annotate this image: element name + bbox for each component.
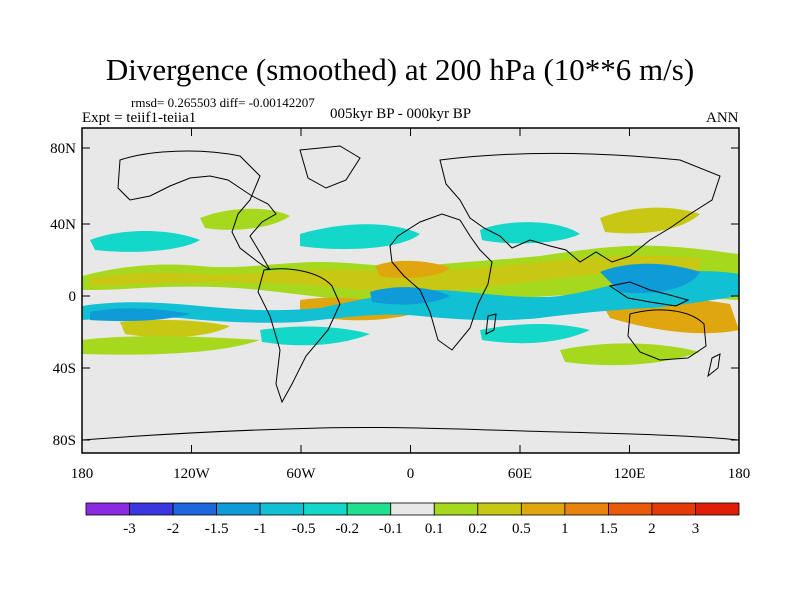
orange-patch-1: [375, 260, 450, 278]
colorbar-label: -0.5: [292, 521, 316, 537]
colorbar-swatch: [346, 502, 392, 516]
colorbar-label: 0.5: [512, 521, 531, 537]
colorbar-swatch: [564, 502, 609, 516]
cyan-north-pacific: [90, 231, 200, 252]
colorbar-label: 3: [692, 521, 700, 537]
colorbar-swatch: [303, 502, 348, 516]
colorbar-swatch: [129, 502, 174, 516]
colorbar-swatch: [520, 502, 566, 516]
coastline-europe-africa: [389, 213, 493, 351]
coastlines: [82, 145, 739, 441]
coastline-new-zealand: [707, 353, 721, 378]
cyan-north-atlantic: [300, 224, 420, 250]
lat-tick-label: 80S: [53, 433, 76, 449]
chart-title: Divergence (smoothed) at 200 hPa (10**6 …: [105, 52, 695, 87]
experiment-label: Expt = teiif1-teiia1: [82, 110, 197, 126]
colorbar-label: -1.5: [205, 521, 229, 537]
coastline-north-america: [117, 150, 277, 271]
lon-tick-label: 0: [407, 466, 415, 482]
colorbar-swatch: [433, 502, 479, 516]
colorbar-label: 0.2: [468, 521, 487, 537]
coastline-australia: [627, 309, 707, 361]
lat-tick-label: 80N: [50, 141, 76, 157]
lon-tick-label: 60E: [508, 466, 532, 482]
colorbar-label: 1: [561, 521, 569, 537]
orange-patch-3: [120, 319, 230, 338]
coastline-south-america: [257, 268, 341, 404]
lat-tick-label: 40S: [53, 361, 76, 377]
stats-label: rmsd= 0.265503 diff= -0.00142207: [131, 95, 315, 110]
colorbar-swatch: [216, 502, 261, 516]
colorbar-label: 0.1: [425, 521, 444, 537]
cyan-south-atlantic: [260, 326, 370, 346]
colorbar-label: 1.5: [599, 521, 618, 537]
colorbar-swatch: [651, 502, 696, 516]
lat-tick-label: 40N: [50, 217, 76, 233]
colorbar-swatch: [259, 502, 305, 516]
colorbar-swatch: [608, 502, 653, 516]
green-north-america: [200, 208, 290, 230]
coastline-asia: [439, 152, 721, 263]
green-south-pacific: [82, 336, 260, 355]
period-label: 005kyr BP - 000kyr BP: [330, 106, 472, 122]
colorbar-swatch: [172, 502, 217, 516]
lon-tick-label: 180: [728, 466, 751, 482]
colorbar-swatch: [85, 502, 130, 516]
season-label: ANN: [706, 110, 739, 126]
colorbar-label: 2: [648, 521, 656, 537]
green-east-asia: [600, 207, 700, 234]
cyan-asia: [480, 222, 580, 244]
deep-blue-indonesia: [600, 263, 700, 294]
lon-tick-label: 120E: [614, 466, 646, 482]
lon-tick-label: 120W: [173, 466, 211, 482]
lon-tick-label: 180: [71, 466, 94, 482]
colorbar-swatch: [695, 502, 740, 516]
colorbar-label: -0.2: [335, 521, 359, 537]
colorbar-label: -2: [167, 521, 180, 537]
lon-tick-label: 60W: [286, 466, 316, 482]
deep-blue-africa: [370, 287, 450, 305]
coastline-madagascar: [485, 313, 497, 335]
colorbar-swatch: [477, 502, 522, 516]
coastline-indonesia: [608, 281, 690, 307]
colorbar-label: -1: [254, 521, 267, 537]
cyan-indian-ocean: [480, 324, 590, 344]
coastline-greenland: [299, 145, 361, 189]
colorbar-label: -3: [123, 521, 136, 537]
colorbar-label: -0.1: [379, 521, 403, 537]
coastline-antarctica: [82, 426, 739, 441]
lat-tick-label: 0: [69, 289, 77, 305]
map-axes: 180 120W 60W 0 60E 120E 180 80N 40N 0 40S 80S: [50, 128, 750, 482]
colorbar: -3 -2 -1.5 -1 -0.5 -0.2 -0.1 0.1 0.2 0.5 1 1.5 2 3: [85, 502, 740, 537]
blue-west-pacific: [90, 308, 190, 322]
colorbar-swatch: [390, 502, 435, 516]
